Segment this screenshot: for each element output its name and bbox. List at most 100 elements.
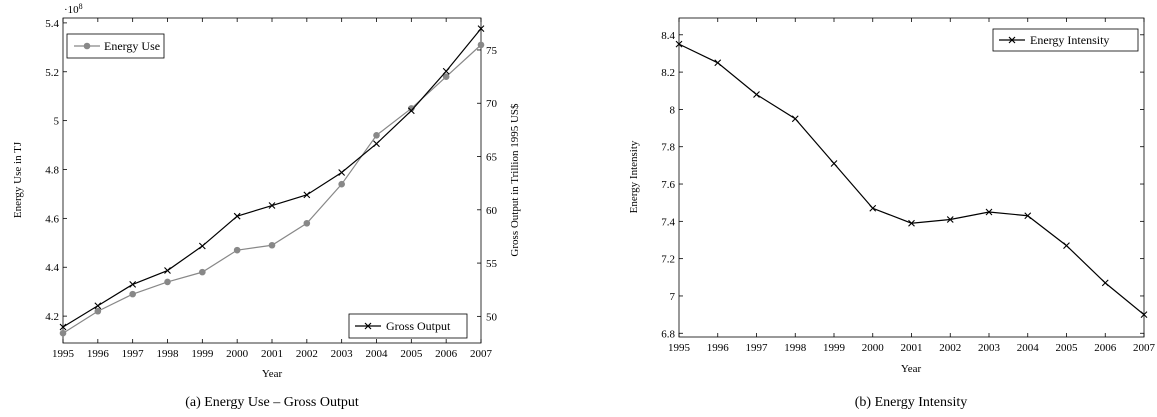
chart-a-right-y-tick-label: 70 bbox=[486, 98, 498, 110]
chart-b-point-energy-intensity bbox=[1101, 279, 1109, 287]
chart-a-point-gross-output bbox=[94, 302, 102, 310]
chart-b-x-tick-label: 1995 bbox=[668, 342, 691, 354]
chart-b-plot-frame bbox=[678, 17, 1145, 338]
chart-b-point-energy-intensity bbox=[753, 91, 760, 98]
chart-a-point-gross-output bbox=[373, 140, 380, 148]
chart-a-point-energy-use bbox=[338, 180, 345, 188]
chart-a-x-tick-label: 1996 bbox=[87, 348, 110, 360]
chart-b-y-tick-label: 8.4 bbox=[661, 30, 675, 42]
chart-a-x-tick-label: 2004 bbox=[366, 348, 389, 360]
chart-a-left-y-tick-label: 5 bbox=[54, 116, 60, 128]
chart-a-x-axis-label: Year bbox=[262, 368, 283, 380]
chart-a-point-energy-use bbox=[199, 268, 206, 276]
chart-energy-use-gross-output: ·108 1995 1996 1997 1998 1999 2000 2001 2002 200… bbox=[12, 2, 521, 410]
chart-a-point-gross-output bbox=[477, 25, 485, 33]
chart-a-series-line-energy-use bbox=[62, 44, 482, 334]
chart-a-right-y-tick-label: 60 bbox=[486, 205, 498, 217]
chart-a-left-y-tick-label: 4.8 bbox=[45, 165, 59, 177]
chart-a-legend-gross-output: Gross Output bbox=[348, 313, 468, 339]
chart-a-point-gross-output bbox=[442, 67, 450, 75]
chart-a-left-y-tick-label: 4.2 bbox=[45, 311, 59, 323]
chart-a-x-tick-label: 2001 bbox=[261, 348, 283, 360]
chart-a-point-energy-use bbox=[59, 329, 67, 337]
chart-a-point-energy-use bbox=[268, 241, 276, 249]
chart-a-point-gross-output bbox=[303, 191, 311, 199]
chart-b-x-tick-label: 2002 bbox=[939, 342, 961, 354]
chart-a-left-y-tick-label: 5.4 bbox=[45, 18, 59, 30]
chart-b-point-energy-intensity bbox=[985, 208, 993, 216]
chart-b-x-tick-label: 2001 bbox=[901, 342, 923, 354]
chart-a-point-gross-output bbox=[407, 107, 415, 115]
chart-a-x-tick-label: 2000 bbox=[226, 348, 249, 360]
chart-a-point-gross-output bbox=[129, 281, 137, 288]
chart-b-y-tick-label: 8 bbox=[670, 104, 676, 116]
chart-b-x-tick-label: 2006 bbox=[1094, 342, 1117, 354]
chart-b-legend-label-energy-intensity: Energy Intensity bbox=[1030, 33, 1109, 47]
chart-b-x-tick-label: 2005 bbox=[1056, 342, 1079, 354]
chart-b-y-tick-label: 7.6 bbox=[661, 179, 675, 191]
chart-a-point-energy-use bbox=[164, 278, 171, 286]
chart-a-x-tick-label: 1997 bbox=[122, 348, 145, 360]
chart-b-series-line-energy-intensity bbox=[678, 43, 1145, 316]
chart-a-x-tick-label: 1998 bbox=[157, 348, 180, 360]
chart-b-y-tick-label: 7.8 bbox=[661, 142, 675, 154]
chart-a-point-gross-output bbox=[164, 267, 171, 274]
chart-b-point-energy-intensity bbox=[869, 204, 877, 212]
chart-b-y-axis-label: Energy Intensity bbox=[628, 140, 640, 213]
chart-a-point-energy-use bbox=[303, 219, 311, 227]
chart-a-x-tick-label: 2005 bbox=[400, 348, 423, 360]
chart-b-x-axis-label: Year bbox=[901, 363, 922, 375]
chart-b-y-tick-label: 7.2 bbox=[661, 254, 675, 266]
chart-a-point-energy-use bbox=[129, 290, 136, 298]
chart-a-legend-label-gross-output: Gross Output bbox=[386, 319, 451, 333]
chart-a-legend-energy-use: Energy Use bbox=[66, 33, 165, 59]
chart-a-x-ticks: 1995 1996 1997 1998 1999 2000 2001 2002 2003 2004… bbox=[52, 18, 493, 360]
chart-b-point-energy-intensity bbox=[675, 40, 683, 48]
chart-b-point-energy-intensity bbox=[1024, 212, 1032, 220]
chart-a-left-y-tick-label: 4.4 bbox=[45, 262, 59, 274]
chart-b-x-tick-label: 2007 bbox=[1133, 342, 1156, 354]
chart-a-point-energy-use bbox=[373, 131, 380, 139]
chart-b-legend-energy-intensity: Energy Intensity bbox=[992, 28, 1139, 52]
chart-a-plot-frame bbox=[62, 17, 482, 344]
chart-a-point-gross-output bbox=[233, 212, 241, 220]
chart-a-point-energy-use bbox=[233, 246, 241, 254]
chart-b-x-tick-label: 1999 bbox=[823, 342, 846, 354]
chart-b-y-ticks: 6.8 7 7.2 7.4 7.6 7.8 8 8.2 8.4 bbox=[661, 30, 1144, 340]
chart-a-right-y-tick-label: 75 bbox=[486, 45, 498, 57]
chart-a-series bbox=[59, 25, 485, 337]
chart-b-y-tick-label: 8.2 bbox=[661, 67, 675, 79]
chart-a-left-y-tick-label: 5.2 bbox=[45, 67, 59, 79]
chart-a-caption: (a) Energy Use – Gross Output bbox=[185, 395, 359, 410]
chart-b-point-energy-intensity bbox=[1140, 311, 1148, 319]
chart-a-point-energy-use bbox=[408, 105, 415, 112]
chart-a-x-tick-label: 2003 bbox=[331, 348, 354, 360]
chart-a-left-y-ticks: 4.2 4.4 4.6 4.8 5 5.2 5.4 bbox=[45, 18, 67, 323]
chart-b-caption: (b) Energy Intensity bbox=[855, 395, 968, 410]
chart-b-y-tick-label: 6.8 bbox=[661, 328, 675, 340]
chart-a-right-y-tick-label: 65 bbox=[486, 152, 498, 164]
chart-b-x-tick-label: 1998 bbox=[784, 342, 807, 354]
chart-a-left-y-axis-label: Energy Use in TJ bbox=[12, 141, 24, 218]
chart-b-point-energy-intensity bbox=[908, 219, 915, 227]
chart-a-point-gross-output bbox=[268, 202, 276, 209]
chart-a-x-tick-label: 2006 bbox=[435, 348, 458, 360]
chart-a-right-y-tick-label: 55 bbox=[486, 258, 498, 270]
chart-a-point-energy-use bbox=[477, 41, 485, 49]
chart-b-y-tick-label: 7 bbox=[670, 291, 676, 303]
chart-a-point-gross-output bbox=[338, 169, 346, 176]
chart-b-x-tick-label: 1996 bbox=[707, 342, 730, 354]
chart-a-point-gross-output bbox=[59, 323, 67, 331]
chart-b-point-energy-intensity bbox=[1063, 242, 1070, 249]
chart-b-x-tick-label: 2003 bbox=[978, 342, 1001, 354]
chart-b-x-tick-label: 1997 bbox=[746, 342, 769, 354]
chart-a-point-energy-use bbox=[442, 73, 450, 80]
chart-b-x-ticks: 1995 1996 1997 1998 1999 2000 2001 2002 2003 2004… bbox=[668, 18, 1156, 354]
chart-a-point-energy-use bbox=[94, 307, 102, 315]
chart-b-point-energy-intensity bbox=[946, 216, 954, 223]
chart-b-point-energy-intensity bbox=[830, 160, 838, 167]
chart-a-x-tick-label: 2007 bbox=[470, 348, 493, 360]
chart-a-right-y-ticks: 50 55 60 65 70 75 bbox=[477, 45, 498, 323]
chart-a-left-y-tick-label: 4.6 bbox=[45, 213, 59, 225]
chart-a-right-y-axis-label: Gross Output in Trillion 1995 US$ bbox=[509, 103, 521, 257]
